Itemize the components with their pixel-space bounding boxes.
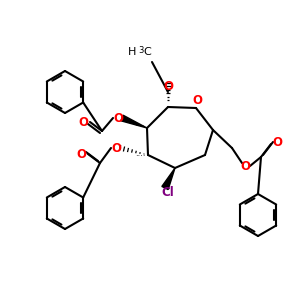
Text: O: O bbox=[76, 148, 86, 160]
Text: ····: ···· bbox=[135, 152, 145, 161]
Text: ····: ···· bbox=[134, 122, 144, 131]
Text: C: C bbox=[143, 47, 151, 57]
Polygon shape bbox=[162, 168, 175, 190]
Text: O: O bbox=[111, 142, 121, 154]
Text: O: O bbox=[78, 116, 88, 128]
Text: O: O bbox=[163, 80, 173, 94]
Text: 3: 3 bbox=[138, 46, 143, 55]
Text: H: H bbox=[128, 47, 136, 57]
Text: Cl: Cl bbox=[162, 187, 174, 200]
Text: O: O bbox=[240, 160, 250, 172]
Text: O: O bbox=[192, 94, 202, 106]
Text: O: O bbox=[272, 136, 282, 148]
Text: O: O bbox=[113, 112, 123, 124]
Polygon shape bbox=[121, 115, 147, 128]
